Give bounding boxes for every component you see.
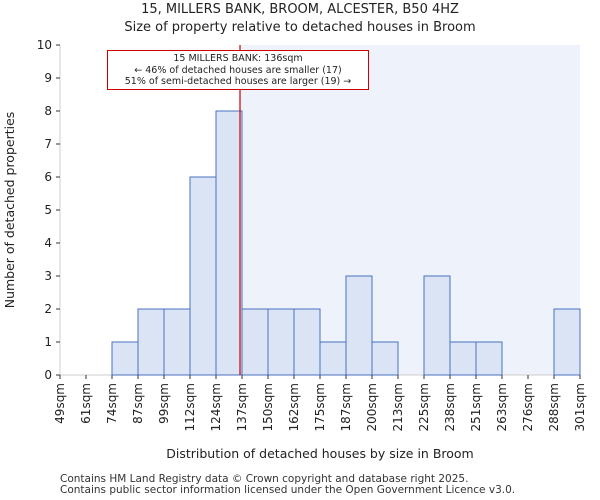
x-tick-label: 87sqm [131,383,145,424]
x-tick-label: 263sqm [495,383,509,431]
x-tick-label: 301sqm [573,383,587,431]
y-tick-label: 7 [44,137,52,151]
x-tick-label: 61sqm [79,383,93,424]
y-tick-label: 3 [44,269,52,283]
y-tick-label: 8 [44,104,52,118]
bar [319,341,347,376]
bar [163,308,191,376]
x-tick-label: 162sqm [287,383,301,431]
annotation-line-2: ← 46% of detached houses are smaller (17… [134,64,342,76]
property-annotation: 15 MILLERS BANK: 136sqm ← 46% of detache… [107,50,369,90]
y-tick-label: 5 [44,203,52,217]
bar [449,341,477,376]
x-tick-label: 200sqm [365,383,379,431]
footer-licence: Contains public sector information licen… [60,484,516,496]
x-tick-label: 213sqm [391,383,405,431]
x-tick-label: 74sqm [105,383,119,424]
x-tick-label: 251sqm [469,383,483,431]
chart-subtitle: Size of property relative to detached ho… [124,20,476,35]
x-tick-label: 276sqm [521,383,535,431]
chart-title: 15, MILLERS BANK, BROOM, ALCESTER, B50 4… [141,2,459,17]
y-tick-label: 2 [44,302,52,316]
bar [215,110,243,376]
y-tick-label: 4 [44,236,52,250]
footer-copyright: Contains HM Land Registry data © Crown c… [60,473,469,485]
bar [475,341,503,376]
y-tick-label: 0 [44,368,52,382]
y-axis-title: Number of detached properties [2,112,17,309]
x-tick-label: 238sqm [443,383,457,431]
y-tick-label: 10 [37,38,52,52]
bar [345,275,373,376]
bar [553,308,581,376]
x-tick-label: 187sqm [339,383,353,431]
bar [371,341,399,376]
x-tick-label: 124sqm [209,383,223,431]
y-tick-label: 1 [44,335,52,349]
x-tick-label: 288sqm [547,383,561,431]
x-tick-label: 225sqm [417,383,431,431]
bar [267,308,295,376]
bar [111,341,139,376]
y-tick-label: 9 [44,71,52,85]
x-tick-label: 99sqm [157,383,171,424]
y-tick-label: 6 [44,170,52,184]
x-tick-label: 49sqm [53,383,67,424]
annotation-line-1: 15 MILLERS BANK: 136sqm [173,53,303,64]
bar [137,308,165,376]
bar [189,176,217,376]
x-tick-label: 112sqm [183,383,197,431]
x-axis-title: Distribution of detached houses by size … [166,446,473,461]
bar [423,275,451,376]
bar [293,308,321,376]
bar [241,308,269,376]
x-tick-label: 150sqm [261,383,275,431]
x-tick-label: 137sqm [235,383,249,431]
annotation-line-3: 51% of semi-detached houses are larger (… [124,76,352,87]
x-tick-label: 175sqm [313,383,327,431]
